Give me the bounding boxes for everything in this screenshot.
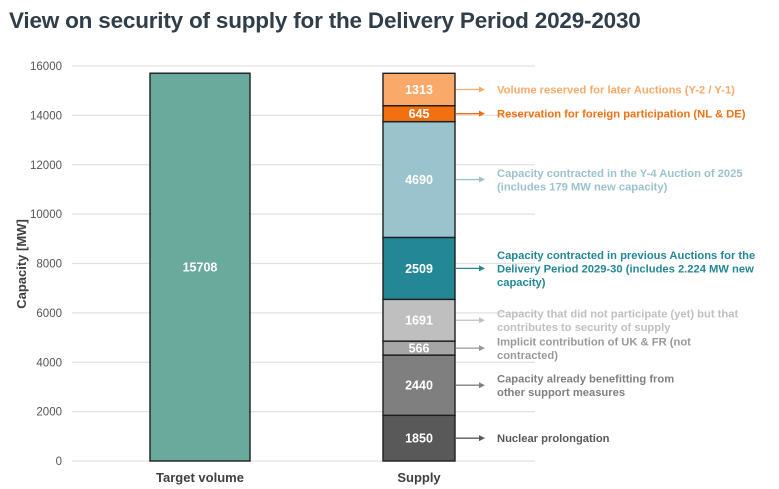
- y-axis-ticks: 0 2000 4000 6000 8000 10000 12000 14000 16000: [30, 61, 62, 468]
- y-tick-label: 6000: [36, 308, 62, 320]
- annotation-line: other support measures: [497, 387, 625, 399]
- chart-title: View on security of supply for the Deliv…: [9, 8, 641, 33]
- annotation-label: Reservation for foreign participation (N…: [497, 109, 746, 121]
- bar-value-label: 2440: [405, 379, 433, 393]
- y-tick-label: 8000: [36, 259, 62, 271]
- annotation-line: contracted): [497, 350, 558, 362]
- bar-value-label: 4690: [405, 173, 433, 187]
- arrow-head-icon: [479, 382, 485, 389]
- gridlines: [72, 65, 535, 462]
- annotation-label: Capacity contracted in the Y-4 Auction o…: [497, 168, 743, 194]
- annotation-line: Capacity contracted in the Y-4 Auction o…: [497, 168, 743, 180]
- annotation-line: capacity): [497, 277, 546, 289]
- x-category-label: Supply: [397, 470, 441, 485]
- annotation-line: Capacity already benefitting from: [497, 373, 674, 385]
- annotation-label: Implicit contribution of UK & FR (not con…: [497, 336, 691, 362]
- annotation-line: contributes to security of supply: [497, 322, 671, 334]
- arrow-head-icon: [479, 435, 485, 442]
- arrow-head-icon: [479, 317, 485, 324]
- arrow-head-icon: [479, 345, 485, 352]
- bar-segment: [382, 72, 456, 107]
- y-tick-label: 16000: [30, 61, 62, 73]
- bar-value-label: 15708: [183, 261, 218, 275]
- bar-segment: [149, 72, 251, 462]
- bar-value-label: 1313: [405, 83, 433, 97]
- annotation-line: Capacity contracted in previous Auctions…: [497, 250, 755, 262]
- annotation-line: Reservation for foreign participation (N…: [497, 109, 746, 121]
- y-tick-label: 2000: [36, 407, 62, 419]
- x-axis-categories: Target volume Supply: [156, 470, 441, 485]
- y-axis-label: Capacity [MW]: [14, 219, 29, 309]
- bar-value-label: 1850: [405, 432, 433, 446]
- annotations: Nuclear prolongation Capacity already ben…: [456, 85, 755, 445]
- annotation-line: Delivery Period 2029-30 (includes 2.224 …: [497, 263, 754, 275]
- bar-segment: [382, 298, 456, 342]
- x-category-label: Target volume: [156, 470, 244, 485]
- y-tick-label: 12000: [30, 160, 62, 172]
- y-tick-label: 0: [56, 456, 62, 468]
- bar-value-label: 1691: [405, 314, 433, 328]
- bar-segment: [382, 236, 456, 301]
- annotation-line: Nuclear prolongation: [497, 433, 610, 445]
- bar-value-label: 645: [409, 107, 430, 121]
- y-tick-label: 10000: [30, 209, 62, 221]
- annotation-line: Implicit contribution of UK & FR (not: [497, 336, 691, 348]
- annotation-label: Volume reserved for later Auctions (Y-2 …: [497, 85, 735, 97]
- annotation-label: Capacity contracted in previous Auctions…: [497, 250, 755, 289]
- y-tick-label: 14000: [30, 110, 62, 122]
- annotation-line: Volume reserved for later Auctions (Y-2 …: [497, 85, 735, 97]
- arrow-head-icon: [479, 110, 485, 117]
- bar-value-label: 2509: [405, 262, 433, 276]
- arrow-head-icon: [479, 265, 485, 272]
- annotation-line: (includes 179 MW new capacity): [497, 181, 668, 193]
- arrow-head-icon: [479, 176, 485, 183]
- bar-segment: [382, 120, 456, 239]
- annotation-label: Capacity that did not participate (yet) …: [497, 308, 738, 334]
- annotation-label: Nuclear prolongation: [497, 433, 610, 445]
- arrow-head-icon: [479, 86, 485, 93]
- annotation-line: Capacity that did not participate (yet) …: [497, 308, 738, 320]
- bar-value-label: 566: [409, 342, 430, 356]
- annotation-label: Capacity already benefitting from other s…: [497, 373, 674, 399]
- y-tick-label: 4000: [36, 357, 62, 369]
- bars: 15708 1850 2440 566 1691 2509 4690 645 1313: [149, 72, 456, 462]
